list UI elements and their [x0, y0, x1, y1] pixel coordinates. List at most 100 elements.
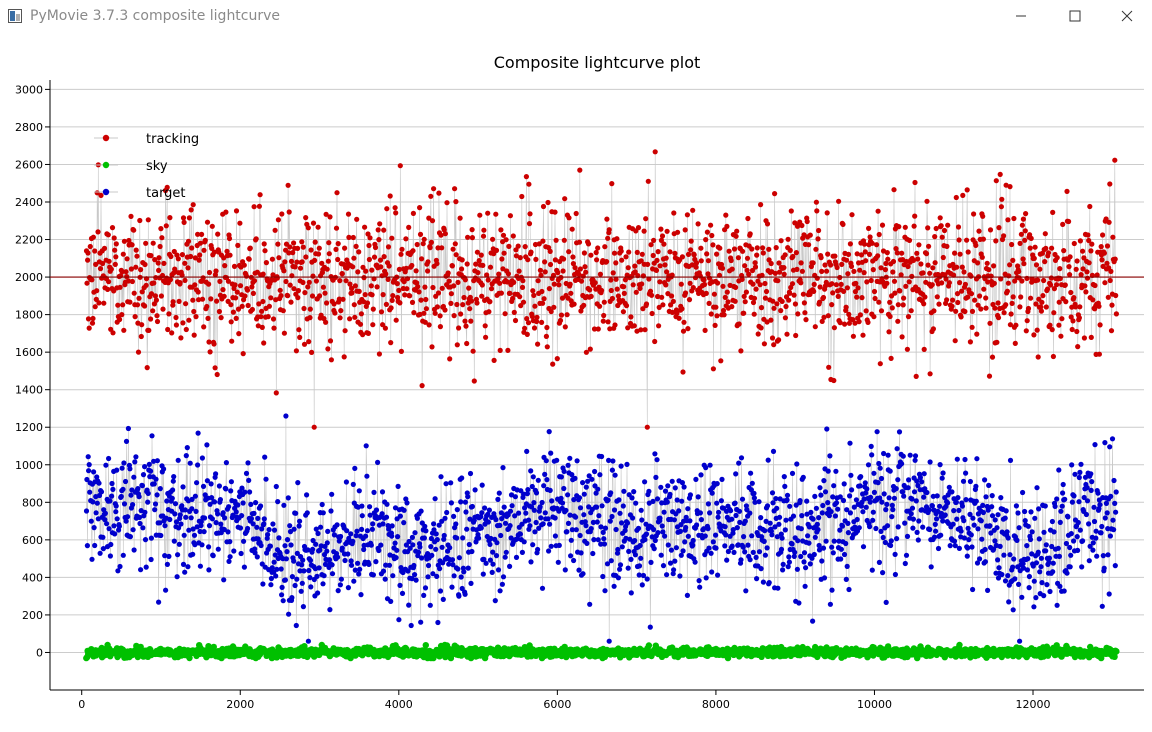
data-point-target — [665, 483, 670, 488]
data-point-target — [327, 607, 332, 612]
data-point-target — [1006, 535, 1011, 540]
data-point-target — [378, 543, 383, 548]
data-point-target — [335, 522, 340, 527]
data-point-tracking — [174, 322, 179, 327]
data-point-tracking — [383, 271, 388, 276]
data-point-tracking — [375, 284, 380, 289]
data-point-target — [268, 582, 273, 587]
data-point-tracking — [203, 238, 208, 243]
data-point-target — [945, 500, 950, 505]
data-point-target — [211, 553, 216, 558]
y-tick-label: 3000 — [15, 83, 43, 96]
data-point-target — [612, 507, 617, 512]
data-point-target — [648, 560, 653, 565]
data-point-tracking — [428, 194, 433, 199]
data-point-target — [1097, 502, 1102, 507]
data-point-tracking — [288, 300, 293, 305]
data-point-target — [609, 514, 614, 519]
data-point-tracking — [110, 330, 115, 335]
data-point-target — [349, 563, 354, 568]
data-point-target — [884, 600, 889, 605]
data-point-tracking — [619, 249, 624, 254]
data-point-target — [977, 556, 982, 561]
data-point-target — [798, 498, 803, 503]
data-point-tracking — [327, 251, 332, 256]
data-point-target — [714, 501, 719, 506]
data-point-target — [757, 549, 762, 554]
data-point-target — [854, 497, 859, 502]
data-point-target — [885, 523, 890, 528]
data-point-tracking — [309, 350, 314, 355]
data-point-tracking — [234, 208, 239, 213]
data-point-target — [226, 559, 231, 564]
data-point-target — [619, 520, 624, 525]
data-point-target — [1086, 521, 1091, 526]
data-point-tracking — [504, 237, 509, 242]
data-point-target — [961, 479, 966, 484]
data-point-target — [848, 510, 853, 515]
data-point-target — [306, 568, 311, 573]
x-tick-label: 4000 — [385, 698, 413, 711]
data-point-tracking — [532, 304, 537, 309]
data-point-tracking — [679, 282, 684, 287]
data-point-tracking — [425, 268, 430, 273]
data-point-tracking — [623, 254, 628, 259]
data-point-target — [673, 485, 678, 490]
data-point-tracking — [464, 341, 469, 346]
data-point-tracking — [526, 320, 531, 325]
data-point-target — [785, 497, 790, 502]
data-point-target — [1061, 482, 1066, 487]
data-point-target — [811, 517, 816, 522]
data-point-target — [817, 485, 822, 490]
data-point-tracking — [520, 278, 525, 283]
data-point-tracking — [213, 268, 218, 273]
data-point-tracking — [570, 227, 575, 232]
data-point-target — [880, 570, 885, 575]
data-point-tracking — [228, 302, 233, 307]
data-point-target — [504, 550, 509, 555]
data-point-target — [694, 522, 699, 527]
close-button[interactable] — [1104, 0, 1150, 32]
plot-canvas[interactable]: Composite lightcurve plot 02004006008001… — [0, 34, 1152, 727]
data-point-target — [824, 539, 829, 544]
data-point-tracking — [334, 190, 339, 195]
data-point-target — [513, 494, 518, 499]
data-point-target — [598, 524, 603, 529]
data-point-target — [325, 540, 330, 545]
data-point-tracking — [205, 220, 210, 225]
data-point-target — [592, 469, 597, 474]
data-point-target — [155, 492, 160, 497]
data-point-tracking — [306, 339, 311, 344]
data-point-target — [354, 529, 359, 534]
data-point-target — [329, 492, 334, 497]
data-point-tracking — [222, 263, 227, 268]
data-point-target — [1076, 499, 1081, 504]
data-point-target — [933, 529, 938, 534]
data-point-target — [823, 489, 828, 494]
data-point-target — [104, 521, 109, 526]
data-point-tracking — [452, 186, 457, 191]
data-point-tracking — [595, 245, 600, 250]
data-point-target — [355, 561, 360, 566]
data-point-target — [224, 460, 229, 465]
data-point-tracking — [461, 295, 466, 300]
data-point-tracking — [278, 293, 283, 298]
data-point-tracking — [350, 264, 355, 269]
data-point-target — [192, 533, 197, 538]
data-point-target — [1033, 595, 1038, 600]
maximize-button[interactable] — [1052, 0, 1098, 32]
data-point-tracking — [640, 252, 645, 257]
data-point-target — [881, 451, 886, 456]
minimize-button[interactable] — [998, 0, 1044, 32]
data-point-target — [638, 556, 643, 561]
data-point-target — [747, 511, 752, 516]
data-point-target — [287, 523, 292, 528]
data-point-target — [955, 495, 960, 500]
data-point-tracking — [133, 314, 138, 319]
data-point-target — [434, 574, 439, 579]
data-point-target — [117, 524, 122, 529]
data-point-tracking — [182, 220, 187, 225]
data-point-target — [629, 590, 634, 595]
data-point-target — [974, 499, 979, 504]
